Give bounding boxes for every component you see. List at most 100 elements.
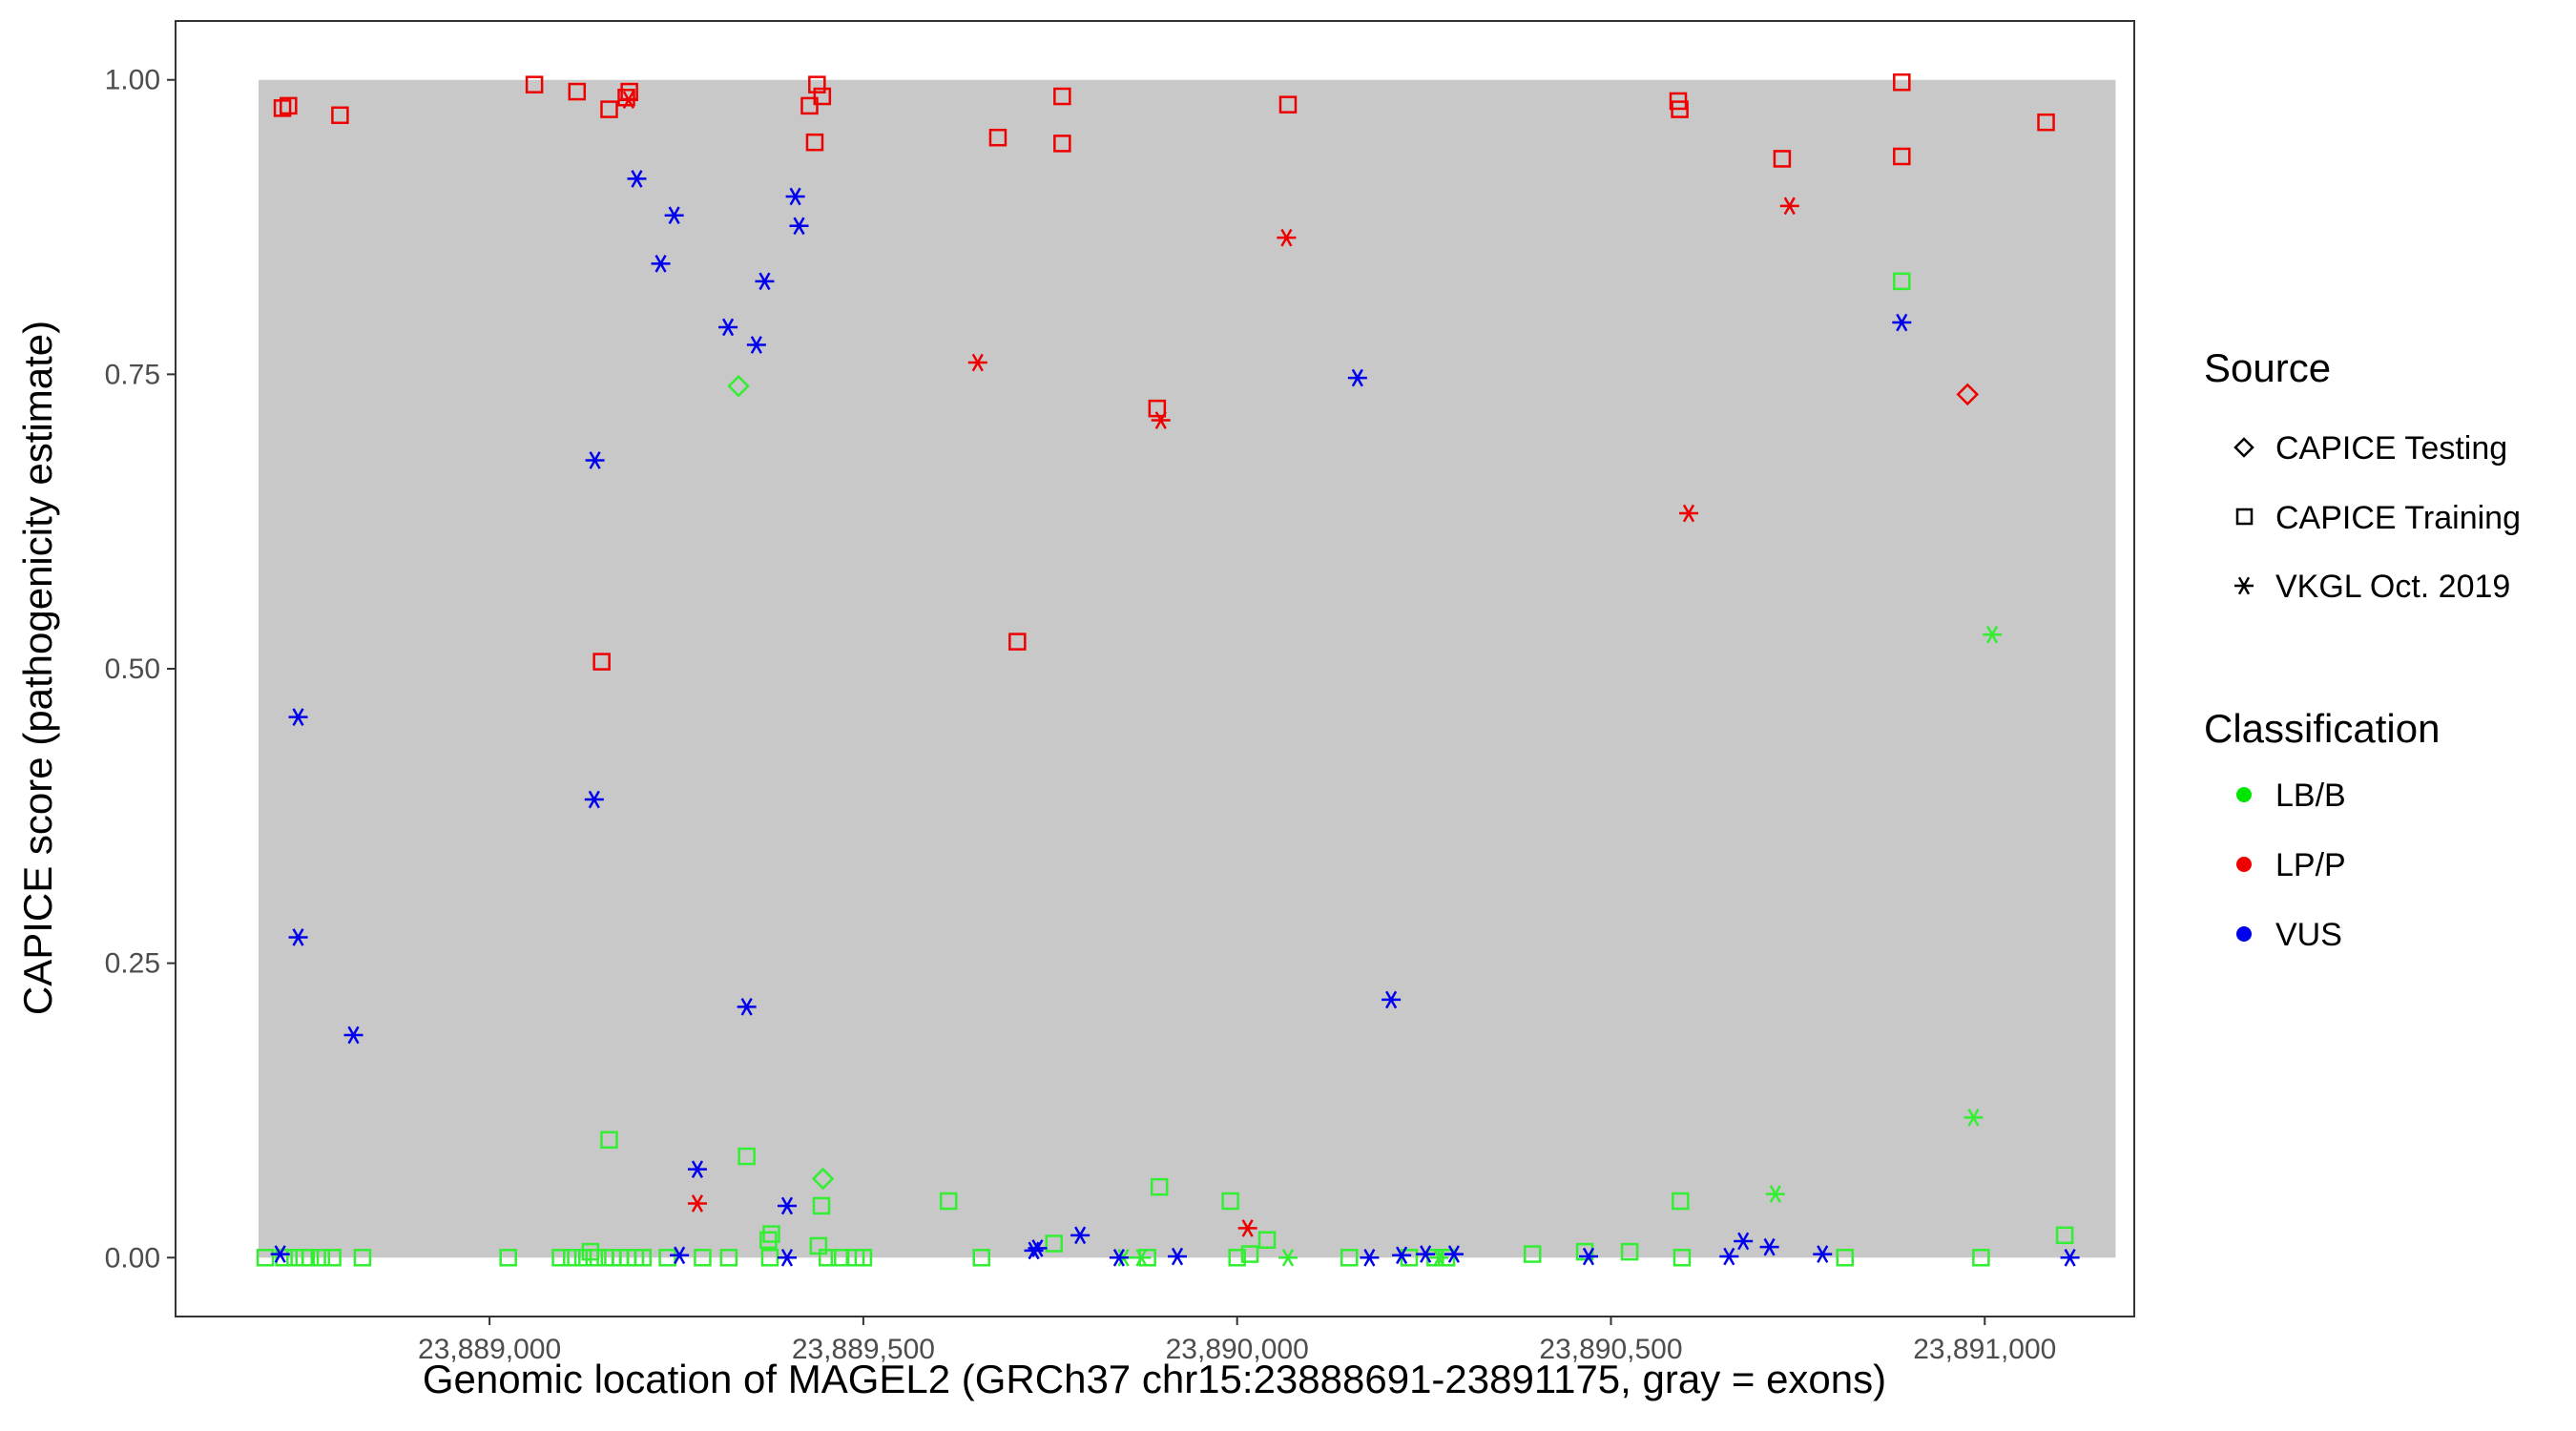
square-point-lbb [1523, 1245, 1542, 1263]
x-axis-title: Genomic location of MAGEL2 (GRCh37 chr15… [423, 1357, 1886, 1401]
asterisk-point-vus [746, 336, 766, 354]
diamond-point-lpp [1956, 383, 1980, 406]
square-point-lbb [854, 1249, 873, 1267]
legend-lbb-dot [2236, 787, 2252, 802]
square-point-lbb [1836, 1249, 1855, 1267]
square-point-lpp [525, 75, 544, 93]
square-point-lbb [1620, 1242, 1639, 1261]
square-point-lbb [1672, 1249, 1692, 1267]
square-point-lbb [2055, 1226, 2074, 1245]
square-point-lbb [353, 1249, 372, 1267]
asterisk-point-vus [785, 187, 805, 206]
legend: Source CAPICE Testing CAPICE Training VK… [2204, 345, 2521, 953]
square-point-lpp [600, 100, 618, 118]
asterisk-point-vus [1347, 368, 1367, 387]
square-point-lpp [592, 653, 611, 671]
asterisk-point-vus [2060, 1248, 2080, 1267]
asterisk-point-vus [1813, 1245, 1833, 1263]
square-point-lpp [331, 106, 349, 125]
square-point-lpp [808, 75, 826, 93]
square-point-lpp [568, 82, 587, 101]
square-point-lbb [939, 1192, 958, 1211]
square-point-lbb [634, 1249, 652, 1267]
asterisk-point-vus [584, 790, 604, 809]
x-tick-label: 23,889,500 [792, 1334, 935, 1365]
square-point-lbb [551, 1249, 570, 1267]
legend-class-label-vus: VUS [2275, 917, 2342, 953]
square-point-lpp [273, 99, 292, 117]
data-points [256, 73, 2080, 1267]
asterisk-point-lbb [1765, 1185, 1785, 1203]
asterisk-point-lbb [1983, 625, 2003, 644]
asterisk-point-vus [1070, 1226, 1091, 1245]
asterisk-point-vus [288, 708, 308, 726]
square-point-lpp [1053, 87, 1071, 106]
y-tick-label: 1.00 [105, 65, 160, 96]
asterisk-point-lbb [1278, 1248, 1298, 1267]
asterisk-point-vus [1759, 1237, 1779, 1256]
square-point-lbb [301, 1249, 320, 1267]
y-tick-label: 0.25 [105, 948, 160, 980]
legend-classification-title: Classification [2204, 706, 2440, 751]
square-point-lbb [1150, 1177, 1169, 1196]
asterisk-point-vus [755, 272, 775, 291]
legend-source-label-testing: CAPICE Testing [2275, 430, 2507, 467]
legend-source-label-training: CAPICE Training [2275, 500, 2521, 536]
square-point-lbb [1972, 1249, 1990, 1267]
x-tick-label: 23,889,000 [418, 1334, 561, 1365]
legend-vus-dot [2236, 926, 2252, 942]
exon-band [258, 79, 2116, 1258]
square-point-lpp [988, 128, 1008, 147]
asterisk-point-vus [1444, 1245, 1464, 1263]
asterisk-point-vus [789, 217, 809, 236]
asterisk-point-vus [687, 1160, 707, 1179]
square-point-lpp [1008, 633, 1027, 651]
square-point-lbb [719, 1249, 738, 1267]
square-point-lbb [1257, 1231, 1277, 1250]
asterisk-point-lpp [1779, 197, 1799, 216]
square-point-lpp [1671, 100, 1689, 118]
asterisk-point-vus [1381, 990, 1402, 1009]
asterisk-point-vus [270, 1245, 290, 1263]
asterisk-point-vus [1392, 1246, 1412, 1265]
asterisk-point-lbb [1132, 1248, 1152, 1267]
asterisk-point-lpp [967, 353, 987, 372]
square-point-lbb [1228, 1249, 1246, 1267]
y-axis-title: CAPICE score (pathogenicity estimate) [15, 321, 60, 1015]
x-tick-label: 23,890,500 [1539, 1334, 1682, 1365]
square-point-lpp [805, 133, 824, 152]
asterisk-point-vus [777, 1248, 797, 1267]
asterisk-point-vus [1360, 1248, 1380, 1267]
square-point-lpp [2037, 113, 2055, 132]
asterisk-point-vus [1734, 1232, 1754, 1251]
square-point-lbb [1045, 1234, 1063, 1253]
asterisk-point-vus [718, 318, 738, 337]
square-point-lbb [762, 1225, 780, 1243]
asterisk-point-vus [664, 206, 684, 225]
square-point-lbb [809, 1236, 828, 1255]
square-point-lbb [760, 1249, 779, 1267]
diamond-point-lbb [811, 1167, 835, 1191]
asterisk-point-vus [737, 997, 757, 1016]
square-point-lpp [1893, 73, 1911, 92]
x-axis: 23,889,000 23,889,500 23,890,000 23,890,500… [418, 1317, 2056, 1365]
x-tick-label: 23,890,000 [1166, 1334, 1309, 1365]
square-point-lpp [1773, 150, 1792, 168]
x-tick-label: 23,891,000 [1913, 1334, 2056, 1365]
square-point-lpp [813, 87, 832, 106]
legend-diamond-icon [2233, 437, 2254, 458]
asterisk-point-lpp [1277, 228, 1297, 247]
asterisk-point-vus [1892, 313, 1912, 332]
square-point-lbb [1340, 1249, 1359, 1267]
legend-lpp-dot [2236, 857, 2252, 872]
square-point-lpp [1053, 135, 1071, 153]
square-point-lbb [563, 1249, 581, 1267]
square-point-lbb [658, 1249, 676, 1267]
square-point-lpp [1893, 147, 1911, 166]
asterisk-point-vus [1168, 1247, 1188, 1266]
square-point-lbb [812, 1196, 831, 1215]
asterisk-point-lpp [1678, 504, 1698, 523]
diamond-point-lbb [727, 374, 750, 398]
legend-square-icon [2235, 508, 2254, 526]
